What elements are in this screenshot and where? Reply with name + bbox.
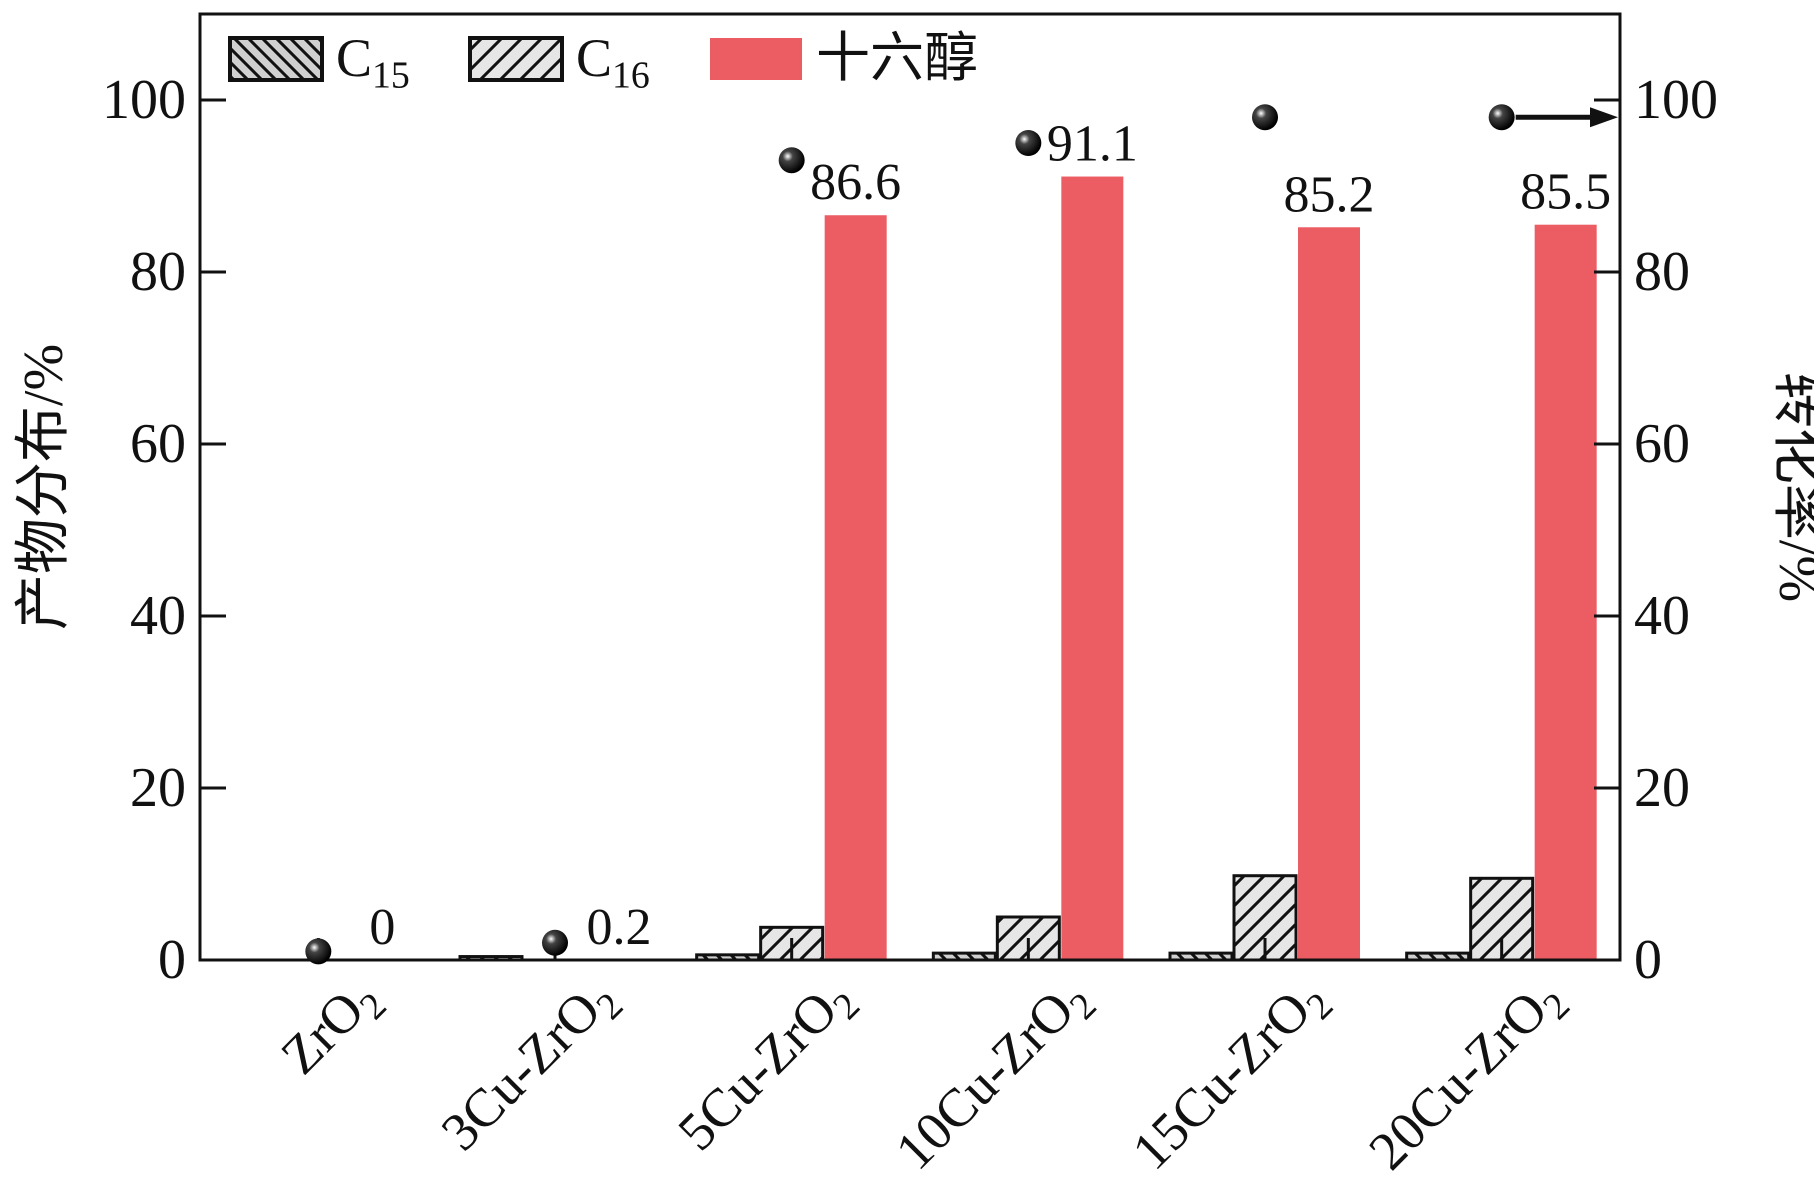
y2-tick-label: 60 (1634, 413, 1690, 475)
bar-hexadecanol-3 (824, 215, 887, 961)
plot-frame (198, 12, 1622, 962)
y-tick-label: 80 (130, 241, 186, 303)
y-tick-label: 0 (158, 929, 186, 991)
legend-label-C16: C16 (576, 28, 650, 96)
x-tick-label: 15Cu-ZrO2 (1121, 966, 1342, 1187)
y2-tick-label: 0 (1634, 929, 1662, 991)
value-label: 85.2 (1284, 166, 1375, 223)
bar-hexadecanol-4 (1061, 176, 1124, 961)
legend-swatch-hexadecanol (710, 38, 802, 80)
arrow-head (1590, 107, 1618, 128)
y2-tick-label: 40 (1634, 585, 1690, 647)
legend-label-C15: C15 (336, 28, 410, 96)
y2-tick-label: 100 (1634, 69, 1718, 131)
value-label: 86.6 (810, 154, 901, 211)
y-tick-label: 60 (130, 413, 186, 475)
legend-label-hexadecanol: 十六醇 (816, 28, 978, 88)
x-tick-label: 20Cu-ZrO2 (1357, 966, 1578, 1187)
legend-swatch-C15 (228, 36, 324, 82)
conversion-marker (1252, 104, 1278, 131)
value-label: 0.2 (587, 899, 652, 956)
conversion-marker (542, 929, 568, 956)
legend: C15 C16 十六醇 (228, 28, 978, 96)
y-tick-label: 40 (130, 585, 186, 647)
conversion-marker (778, 147, 805, 174)
x-tick-label: 3Cu-ZrO2 (430, 966, 632, 1168)
x-tick-label: 10Cu-ZrO2 (884, 966, 1105, 1187)
value-label: 0 (369, 899, 395, 956)
legend-swatch-C16 (468, 36, 564, 82)
y2-axis-title: 转化率/% (1767, 372, 1814, 602)
y2-tick-label: 20 (1634, 757, 1690, 819)
conversion-marker (1488, 104, 1515, 131)
y-tick-label: 100 (102, 69, 186, 131)
value-label: 85.5 (1520, 164, 1611, 221)
x-tick-label: ZrO2 (269, 966, 394, 1091)
y2-tick-label: 80 (1634, 241, 1690, 303)
value-label: 91.1 (1047, 116, 1138, 173)
bar-hexadecanol-6 (1534, 224, 1597, 960)
x-tick-label: 5Cu-ZrO2 (666, 966, 868, 1168)
conversion-marker (1015, 130, 1042, 156)
bar-hexadecanol-5 (1298, 227, 1360, 960)
conversion-marker (305, 938, 332, 965)
y-axis-title: 产物分布/% (13, 344, 75, 630)
y-tick-label: 20 (130, 757, 186, 819)
